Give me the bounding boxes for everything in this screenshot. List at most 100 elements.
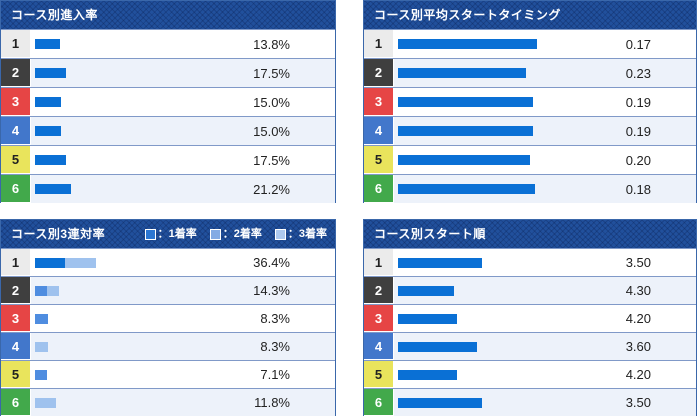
value-label: 0.17 <box>625 36 651 52</box>
bar <box>398 155 530 165</box>
value-label: 0.20 <box>625 152 651 168</box>
legend-label: ：1着率 <box>157 228 197 240</box>
value-label: 0.18 <box>625 181 651 197</box>
bar-segment-first <box>398 341 477 352</box>
course-number-badge: 6 <box>1 175 31 203</box>
course-row-6: 6 21.2% <box>1 174 335 203</box>
course-number-badge: 3 <box>364 305 394 332</box>
course-row-2: 2 17.5% <box>1 58 335 87</box>
bar <box>398 39 537 49</box>
course-number-badge: 5 <box>1 146 31 174</box>
panel-avg-start-timing-header: コース別平均スタートタイミング <box>364 1 696 29</box>
bar-segment-second <box>35 285 47 296</box>
course-number-badge: 1 <box>1 249 31 276</box>
value-label: 17.5% <box>253 65 290 81</box>
value-label: 14.3% <box>253 283 290 298</box>
bar-segment-first <box>398 155 530 165</box>
course-number-badge: 3 <box>364 88 394 116</box>
legend: ：1着率 ：2着率 ：3着率 <box>144 220 327 248</box>
bar <box>35 257 96 268</box>
course-number-badge: 2 <box>1 59 31 87</box>
legend-label: ：2着率 <box>222 228 262 240</box>
panel-title: コース別平均スタートタイミング <box>374 8 561 22</box>
panel-entry-rate-header: コース別進入率 <box>1 1 335 29</box>
bar-segment-first <box>35 257 65 268</box>
bar <box>35 285 59 296</box>
course-number-badge: 2 <box>364 277 394 304</box>
value-label: 0.19 <box>625 94 651 110</box>
course-number-badge: 6 <box>1 389 31 416</box>
course-number-badge: 1 <box>1 30 31 58</box>
value-label: 3.50 <box>625 255 651 270</box>
legend-square-icon <box>274 228 286 240</box>
bar-segment-first <box>398 39 537 49</box>
course-number-badge: 6 <box>364 175 394 203</box>
legend-square-icon <box>144 228 156 240</box>
value-label: 3.50 <box>625 395 651 410</box>
course-number-badge: 6 <box>364 389 394 416</box>
course-row-1: 1 36.4% <box>1 248 335 276</box>
panel-start-order-header: コース別スタート順 <box>364 220 696 248</box>
course-row-2: 2 14.3% <box>1 276 335 304</box>
bar-rows: 1 13.8% 2 17.5% 3 15.0% 4 15.0% 5 17.5% 6 21.2% <box>1 29 335 203</box>
value-label: 4.30 <box>625 283 651 298</box>
course-number-badge: 3 <box>1 305 31 332</box>
bar <box>398 184 535 194</box>
bar <box>398 126 533 136</box>
course-row-3: 3 8.3% <box>1 304 335 332</box>
course-row-3: 3 4.20 <box>364 304 696 332</box>
value-label: 15.0% <box>253 94 290 110</box>
course-number-badge: 1 <box>364 249 394 276</box>
bar <box>398 257 482 268</box>
value-label: 13.8% <box>253 36 290 52</box>
bar-segment-first <box>35 126 61 136</box>
bar-segment-first <box>398 184 535 194</box>
course-number-badge: 5 <box>364 361 394 388</box>
bar-segment-first <box>398 257 482 268</box>
value-label: 21.2% <box>253 181 290 197</box>
course-number-badge: 4 <box>364 333 394 360</box>
value-label: 15.0% <box>253 123 290 139</box>
bar-segment-second <box>35 313 48 324</box>
course-row-1: 1 0.17 <box>364 29 696 58</box>
course-row-2: 2 0.23 <box>364 58 696 87</box>
bar <box>35 126 61 136</box>
bar-segment-first <box>398 313 457 324</box>
course-number-badge: 2 <box>1 277 31 304</box>
bar-segment-third <box>35 341 48 352</box>
value-label: 7.1% <box>260 367 290 382</box>
bar <box>398 369 457 380</box>
bar <box>35 313 48 324</box>
panel-start-order: コース別スタート順 1 3.50 2 4.30 3 4.20 4 3.60 5 4.20 6 3.50 <box>363 219 697 416</box>
bar <box>398 97 533 107</box>
course-number-badge: 4 <box>364 117 394 145</box>
bar-segment-third <box>35 397 56 408</box>
bar-rows: 1 3.50 2 4.30 3 4.20 4 3.60 5 4.20 6 3.50 <box>364 248 696 416</box>
legend-item: ：1着率 <box>144 220 197 248</box>
course-number-badge: 3 <box>1 88 31 116</box>
bar-segment-first <box>35 184 71 194</box>
bar <box>398 68 526 78</box>
course-row-6: 6 3.50 <box>364 388 696 416</box>
bar <box>35 155 66 165</box>
legend-label: ：3着率 <box>287 228 327 240</box>
bar-segment-first <box>398 397 482 408</box>
bar-segment-first <box>398 68 526 78</box>
course-row-3: 3 15.0% <box>1 87 335 116</box>
bar-segment-first <box>398 97 533 107</box>
bar-segment-third <box>65 257 96 268</box>
bar <box>35 97 61 107</box>
bar-rows: 1 0.17 2 0.23 3 0.19 4 0.19 5 0.20 6 0.18 <box>364 29 696 203</box>
course-number-badge: 4 <box>1 333 31 360</box>
bar-segment-first <box>35 97 61 107</box>
course-number-badge: 1 <box>364 30 394 58</box>
panel-entry-rate: コース別進入率 1 13.8% 2 17.5% 3 15.0% 4 15.0% 5 17.5% 6 2… <box>0 0 336 203</box>
value-label: 11.8% <box>254 395 290 410</box>
panel-title: コース別進入率 <box>11 8 98 22</box>
bar <box>398 285 454 296</box>
course-row-3: 3 0.19 <box>364 87 696 116</box>
bar <box>398 341 477 352</box>
panel-title: コース別3連対率 <box>11 227 106 241</box>
panel-top3-rate-header: コース別3連対率 ：1着率 ：2着率 ：3着率 <box>1 220 335 248</box>
